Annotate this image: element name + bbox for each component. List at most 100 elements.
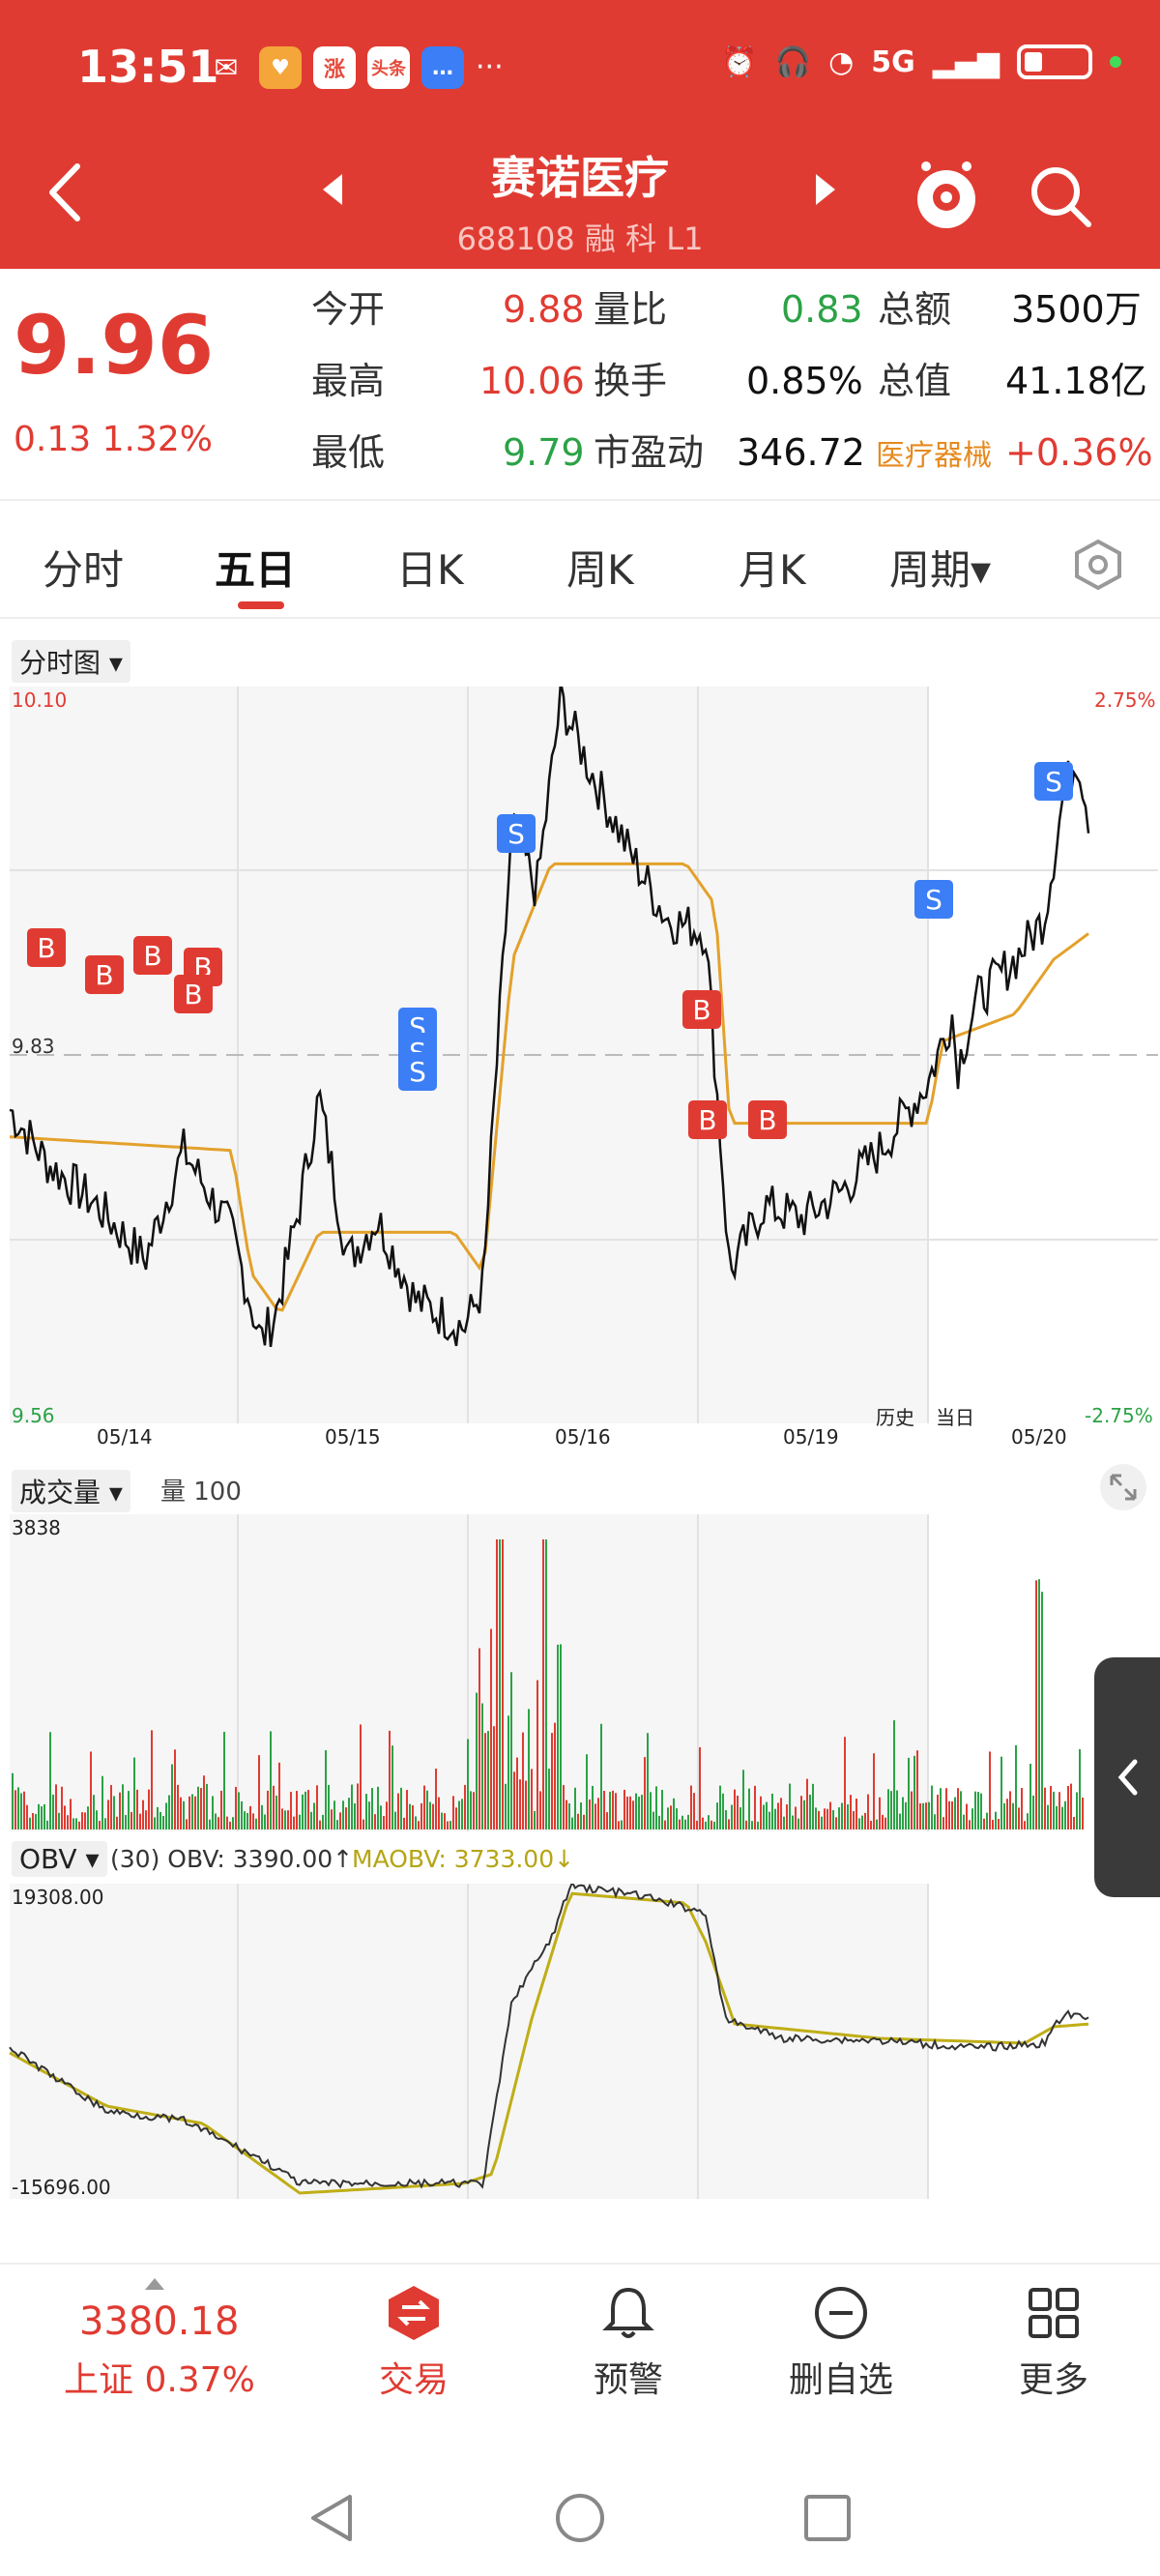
sell-marker[interactable]: S (398, 1052, 437, 1091)
volume-bar (629, 1796, 631, 1830)
volume-bar (55, 1784, 57, 1830)
volume-bar (980, 1793, 982, 1830)
volume-bar (682, 1815, 683, 1830)
volume-bar (919, 1802, 921, 1830)
volume-bar (383, 1816, 385, 1830)
nav-alert[interactable]: 预警 (532, 2284, 725, 2402)
tab-monthly-k[interactable]: 月K (739, 546, 806, 594)
volume-bar (708, 1815, 710, 1830)
buy-marker[interactable]: B (748, 1100, 787, 1139)
volume-bar (995, 1811, 997, 1830)
volume-bar (818, 1810, 820, 1830)
volume-bar (583, 1814, 585, 1830)
volume-bar (835, 1817, 837, 1830)
volume-bar (940, 1788, 942, 1830)
volume-bar (336, 1820, 338, 1830)
volume-bar (203, 1775, 205, 1830)
volume-bar (406, 1790, 408, 1830)
volume-bar (838, 1807, 840, 1830)
sell-marker[interactable]: S (1034, 762, 1073, 801)
volume-bar (200, 1788, 202, 1830)
nav-remove-watchlist[interactable]: 删自选 (744, 2284, 938, 2402)
volume-bar (1027, 1813, 1029, 1830)
volume-bar (673, 1798, 675, 1830)
volume-bar (806, 1778, 808, 1830)
tab-daily-k[interactable]: 日K (396, 546, 464, 594)
volume-bar (310, 1811, 312, 1830)
volume-bar (792, 1815, 794, 1830)
search-icon[interactable] (1027, 162, 1094, 230)
system-recents-icon[interactable] (800, 2491, 855, 2545)
message-icon: … (421, 46, 464, 89)
buy-marker[interactable]: B (682, 990, 721, 1029)
sell-marker[interactable]: S (497, 814, 536, 853)
buy-marker[interactable]: B (27, 928, 66, 967)
nav-trade[interactable]: 交易 (317, 2284, 510, 2402)
obv-dropdown[interactable]: OBV ▾ (12, 1841, 107, 1877)
tab-intraday[interactable]: 分时 (43, 546, 125, 594)
volume-bar (17, 1787, 19, 1830)
volume-bar (1021, 1788, 1023, 1830)
prev-stock-arrow[interactable] (323, 174, 342, 205)
buy-marker[interactable]: B (174, 975, 213, 1013)
volume-bar (800, 1796, 802, 1830)
volume-bar (899, 1813, 901, 1830)
quote-label: 总值 (878, 360, 952, 402)
sector-label[interactable]: 医疗器械 (876, 439, 992, 473)
volume-bar (113, 1796, 115, 1830)
volume-bar (191, 1794, 193, 1830)
quote-label: 总额 (878, 288, 952, 331)
volume-bar (136, 1789, 138, 1830)
tab-weekly-k[interactable]: 周K (566, 546, 634, 594)
volume-bar (916, 1750, 918, 1830)
volume-bar (351, 1784, 353, 1830)
quote-label: 最高 (311, 360, 386, 402)
index-label[interactable]: 上证 0.37% (64, 2360, 255, 2400)
sell-marker[interactable]: S (914, 880, 953, 919)
expand-icon[interactable] (1098, 1462, 1148, 1512)
volume-bar (594, 1803, 596, 1830)
date-label: 05/15 (325, 1425, 381, 1449)
buy-marker[interactable]: B (85, 955, 124, 994)
volume-bar (1024, 1821, 1026, 1830)
mascot-icon[interactable] (913, 159, 980, 232)
chart-type-dropdown[interactable]: 分时图 ▾ (12, 640, 130, 683)
settings-icon[interactable] (1071, 538, 1125, 592)
quote-label: 最低 (311, 431, 386, 474)
volume-bar (551, 1733, 553, 1830)
volume-bar (508, 1715, 509, 1830)
volume-dropdown[interactable]: 成交量 ▾ (12, 1470, 130, 1512)
volume-bar (525, 1780, 527, 1830)
tab-five-day[interactable]: 五日 (215, 546, 297, 594)
volume-bar (87, 1806, 89, 1830)
price-axis-mid: 9.83 (12, 1035, 55, 1058)
next-stock-arrow[interactable] (816, 174, 835, 205)
status-right: ⏰ 🎧 ◔ 5G ▂▄▆ (721, 44, 1121, 79)
quote-row: 最低 9.79 市盈动 346.72 医疗器械 +0.36% (0, 424, 1160, 482)
volume-bar (290, 1792, 292, 1830)
volume-bar (84, 1812, 86, 1830)
system-back-icon[interactable] (305, 2491, 360, 2545)
quote-value: 0.83 (781, 288, 863, 331)
nav-more[interactable]: 更多 (957, 2284, 1150, 2402)
back-icon[interactable] (41, 159, 89, 226)
buy-marker[interactable]: B (133, 936, 172, 975)
volume-bar (331, 1809, 333, 1830)
volume-bar (345, 1807, 347, 1830)
buy-marker[interactable]: B (688, 1100, 727, 1139)
volume-bar (534, 1810, 536, 1830)
index-value[interactable]: 3380.18 (79, 2299, 240, 2344)
volume-bar (580, 1802, 582, 1830)
system-home-icon[interactable] (553, 2491, 607, 2545)
side-panel-handle[interactable] (1094, 1657, 1160, 1897)
status-app-icons: ✉ ♥ 涨 头条 … ··· (205, 46, 504, 89)
date-label: 05/14 (97, 1425, 153, 1449)
volume-bar (484, 1733, 486, 1830)
battery-icon (1017, 44, 1092, 79)
quote-label: 换手 (594, 360, 668, 402)
volume-bar (815, 1807, 817, 1830)
volume-bar (768, 1811, 770, 1830)
volume-bar (548, 1769, 550, 1830)
tab-period-dropdown[interactable]: 周期▾ (889, 546, 992, 594)
volume-bar (261, 1804, 263, 1830)
